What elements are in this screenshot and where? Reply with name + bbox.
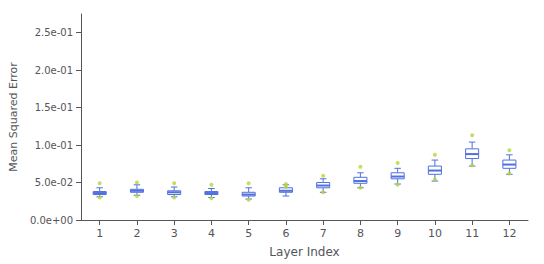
- svg-text:5.0e-02: 5.0e-02: [35, 177, 73, 188]
- svg-text:1.0e-01: 1.0e-01: [35, 140, 73, 151]
- svg-text:7: 7: [320, 227, 327, 240]
- svg-text:12: 12: [502, 227, 516, 240]
- svg-text:Layer Index: Layer Index: [269, 245, 339, 259]
- svg-text:2: 2: [133, 227, 140, 240]
- svg-text:8: 8: [357, 227, 364, 240]
- svg-text:2.0e-01: 2.0e-01: [35, 65, 73, 76]
- svg-text:6: 6: [282, 227, 289, 240]
- svg-text:1.5e-01: 1.5e-01: [35, 102, 73, 113]
- svg-text:1: 1: [96, 227, 103, 240]
- svg-text:4: 4: [208, 227, 215, 240]
- svg-text:2.5e-01: 2.5e-01: [35, 27, 73, 38]
- svg-text:Mean Squared Error: Mean Squared Error: [7, 62, 20, 172]
- svg-text:9: 9: [394, 227, 401, 240]
- svg-text:0.0e+00: 0.0e+00: [30, 215, 73, 226]
- svg-text:5: 5: [245, 227, 252, 240]
- svg-text:3: 3: [171, 227, 178, 240]
- svg-text:10: 10: [428, 227, 442, 240]
- svg-text:11: 11: [465, 227, 479, 240]
